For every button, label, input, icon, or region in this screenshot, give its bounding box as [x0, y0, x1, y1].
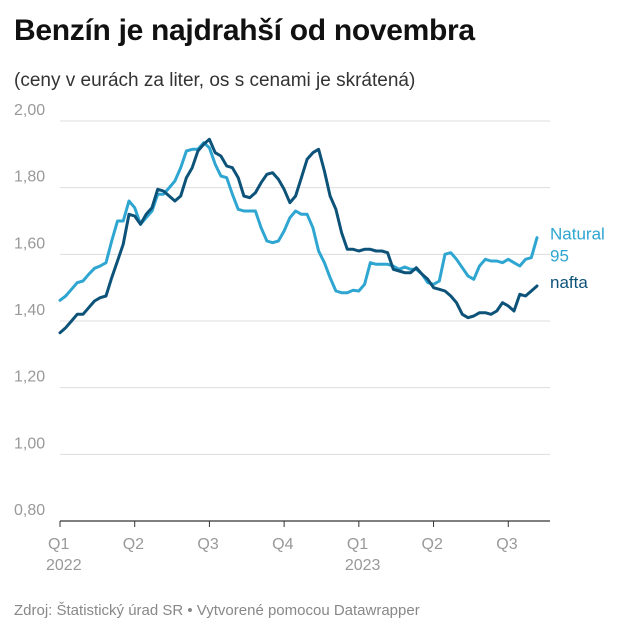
y-tick-label: 1,80 — [14, 169, 45, 186]
x-tick-year-label: 2022 — [46, 557, 82, 574]
x-tick-label: Q3 — [197, 536, 218, 553]
x-tick-label: Q1 — [48, 536, 69, 553]
source-footer: Zdroj: Štatistický úrad SR • Vytvorené p… — [14, 602, 420, 619]
chart-subtitle: (ceny v eurách za liter, os s cenami je … — [14, 70, 416, 91]
y-tick-label: 1,20 — [14, 369, 45, 386]
chart-title: Benzín je najdrahší od novembra — [14, 14, 475, 47]
x-axis: Q1 2022 Q2 Q3 Q4 Q1 2023 Q2 Q3 — [46, 521, 518, 574]
y-tick-label: 2,00 — [14, 102, 45, 119]
series-label: 95 — [550, 247, 569, 266]
series-label: nafta — [550, 273, 588, 292]
x-tick-label: Q2 — [422, 536, 443, 553]
y-tick-label: 0,80 — [14, 502, 45, 519]
series-line-natural-95 — [58, 141, 539, 302]
y-axis-ticks: 2,00 1,80 1,60 1,40 1,20 1,00 0,80 — [14, 102, 45, 519]
x-tick-label: Q4 — [272, 536, 293, 553]
series-lines — [58, 137, 539, 335]
y-tick-label: 1,40 — [14, 302, 45, 319]
series-labels: Natural 95 nafta — [550, 225, 605, 292]
y-tick-label: 1,60 — [14, 235, 45, 252]
x-tick-year-label: 2023 — [345, 557, 381, 574]
series-label: Natural — [550, 225, 605, 244]
x-tick-label: Q2 — [123, 536, 144, 553]
y-tick-label: 1,00 — [14, 435, 45, 452]
y-gridlines — [60, 120, 550, 522]
series-line-nafta — [58, 137, 539, 335]
x-tick-label: Q1 — [347, 536, 368, 553]
x-tick-label: Q3 — [496, 536, 517, 553]
